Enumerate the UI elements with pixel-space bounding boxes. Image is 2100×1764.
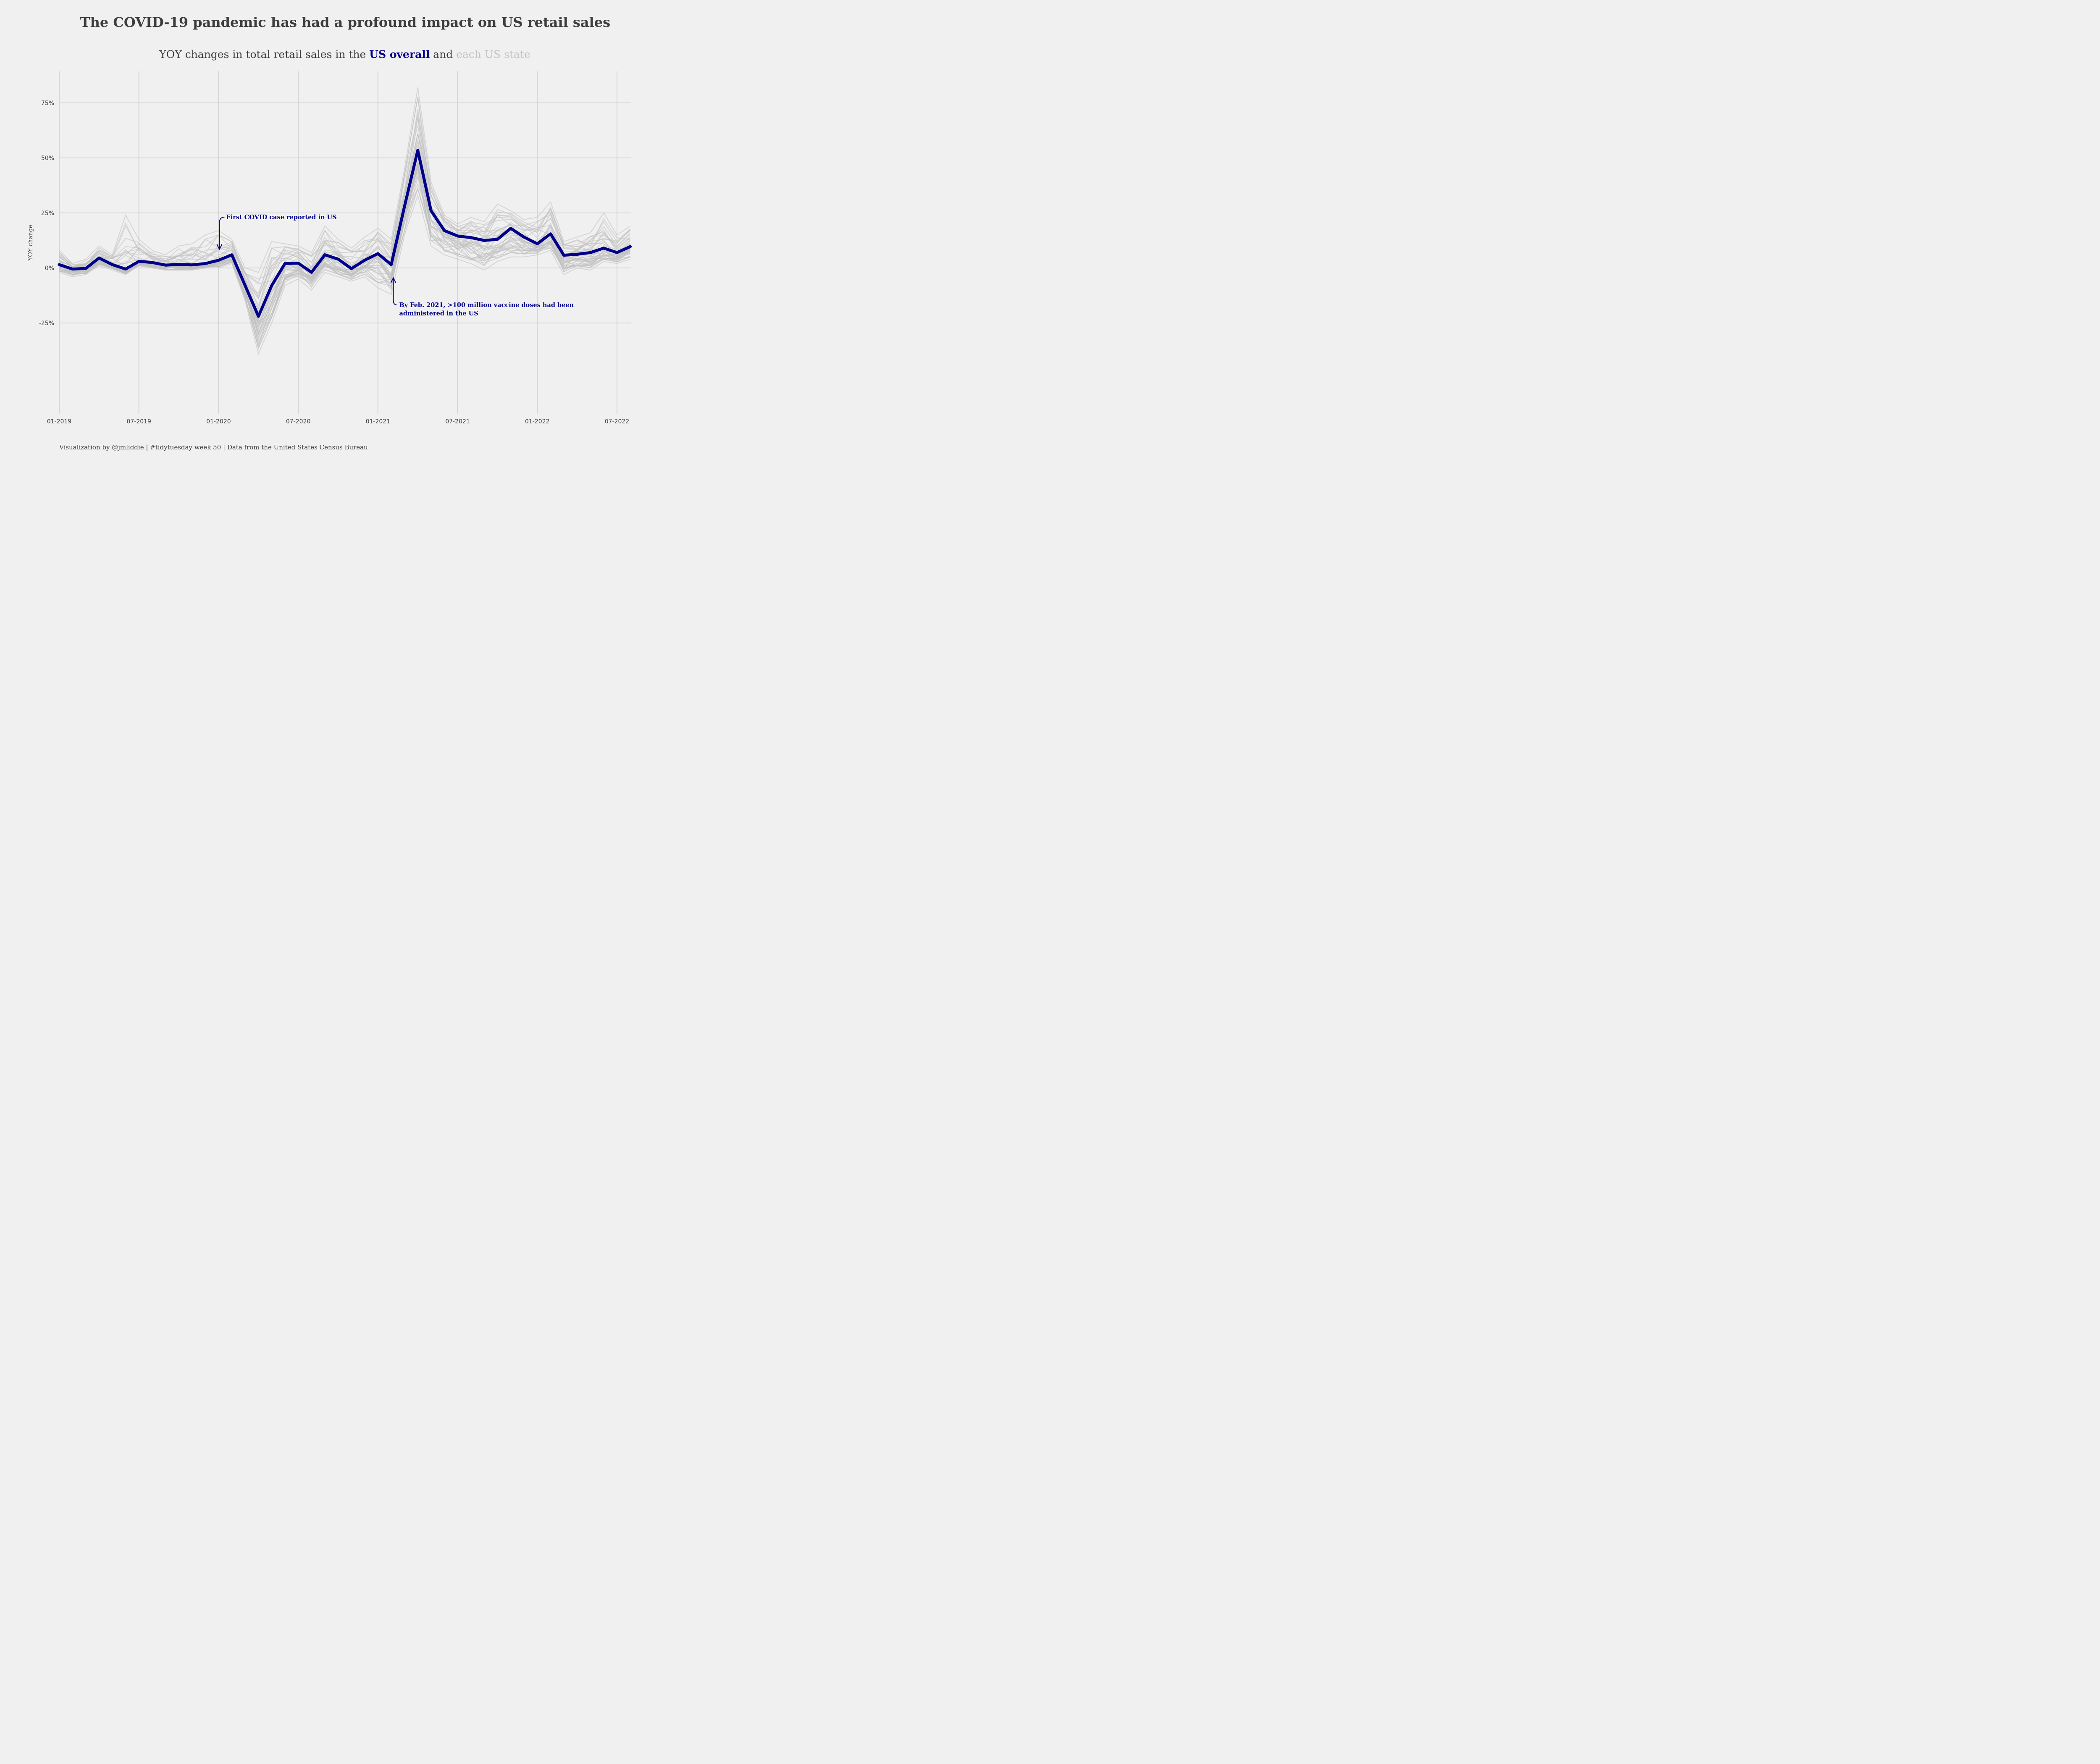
state-line bbox=[59, 165, 631, 336]
y-tick-label: 50% bbox=[41, 155, 54, 162]
state-line bbox=[59, 165, 631, 320]
chart-title: The COVID-19 pandemic has had a profound… bbox=[80, 14, 611, 30]
state-line bbox=[59, 161, 630, 347]
state-line bbox=[59, 87, 631, 273]
x-tick-label: 07-2019 bbox=[126, 418, 151, 425]
annotation-vaccine-line1: By Feb. 2021, >100 million vaccine doses… bbox=[399, 302, 574, 309]
chart-subtitle: YOY changes in total retail sales in the… bbox=[0, 48, 690, 60]
y-axis-title: YOY change bbox=[27, 225, 34, 261]
annotation-first-covid-case: First COVID case reported in US bbox=[226, 214, 336, 221]
x-tick-label: 01-2021 bbox=[366, 418, 391, 425]
state-line bbox=[59, 152, 631, 321]
arrow-head-icon bbox=[216, 244, 223, 250]
state-line bbox=[59, 97, 631, 307]
x-tick-label: 07-2021 bbox=[445, 418, 470, 425]
line-chart: -25% 0% 25% 50% 75% 01-2019 07-2019 01-2020 07-… bbox=[27, 71, 632, 425]
state-line bbox=[59, 145, 631, 329]
x-tick-label: 07-2022 bbox=[605, 418, 630, 425]
caption: Visualization by @jmliddie | #tidytuesda… bbox=[59, 444, 368, 451]
us-overall-line bbox=[58, 149, 632, 318]
x-tick-label: 01-2020 bbox=[206, 418, 231, 425]
arrow-head-icon bbox=[390, 277, 396, 284]
x-tick-label: 07-2020 bbox=[286, 418, 311, 425]
annotation-arrow-first-case bbox=[219, 217, 225, 249]
x-tick-label: 01-2019 bbox=[47, 418, 72, 425]
annotation-vaccine-line2: administered in the US bbox=[399, 310, 478, 317]
state-line bbox=[59, 159, 630, 312]
state-line bbox=[59, 187, 631, 342]
state-lines bbox=[59, 87, 631, 355]
y-tick-label: 75% bbox=[41, 100, 54, 107]
y-tick-label: 25% bbox=[41, 210, 54, 217]
subtitle-part1: YOY changes in total retail sales in the bbox=[159, 48, 370, 60]
x-tick-label: 01-2022 bbox=[525, 418, 550, 425]
annotations: First COVID case reported in US By Feb. … bbox=[216, 214, 574, 317]
grid-lines bbox=[59, 71, 631, 414]
state-line bbox=[59, 172, 630, 340]
state-line bbox=[59, 133, 631, 327]
state-line bbox=[59, 163, 631, 339]
x-tick-labels: 01-2019 07-2019 01-2020 07-2020 01-2021 07-20… bbox=[47, 418, 630, 425]
y-tick-label: -25% bbox=[39, 320, 54, 327]
y-tick-labels: -25% 0% 25% 50% 75% bbox=[39, 100, 54, 327]
state-line bbox=[59, 187, 630, 350]
state-line bbox=[59, 118, 631, 280]
us-overall-line-group bbox=[58, 149, 632, 318]
state-line bbox=[59, 97, 630, 298]
subtitle-each-state: each US state bbox=[456, 48, 530, 60]
state-line bbox=[59, 133, 631, 300]
state-line bbox=[59, 125, 631, 297]
subtitle-us-overall: US overall bbox=[369, 48, 430, 60]
annotation-arrow-vaccine bbox=[393, 278, 397, 305]
subtitle-part2: and bbox=[430, 48, 457, 60]
state-line bbox=[59, 174, 631, 322]
y-tick-label: 0% bbox=[45, 265, 54, 272]
state-line bbox=[59, 194, 630, 355]
